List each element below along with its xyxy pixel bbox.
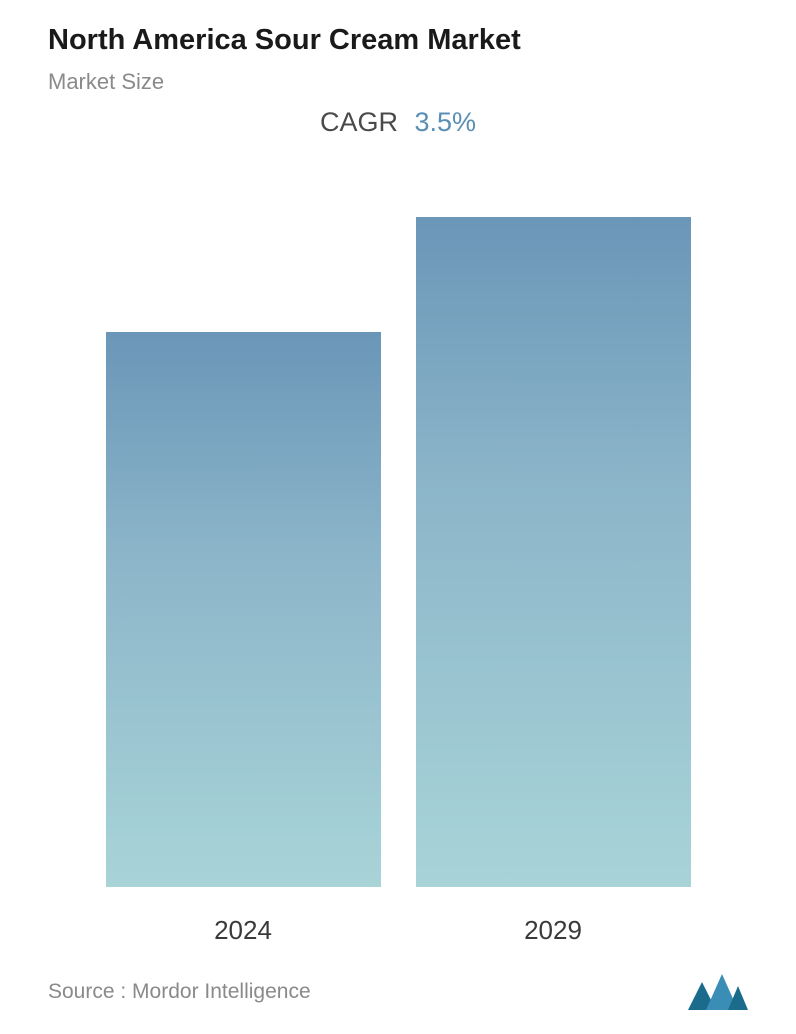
bar-0 [106, 332, 381, 887]
year-label-0: 2024 [214, 915, 272, 946]
cagr-label: CAGR [320, 107, 398, 137]
footer: Source : Mordor Intelligence [48, 966, 748, 1010]
bar-group-1: 2029 [416, 217, 691, 946]
cagr-row: CAGR 3.5% [48, 107, 748, 138]
bar-1 [416, 217, 691, 887]
chart-title: North America Sour Cream Market [48, 24, 748, 57]
source-text: Source : Mordor Intelligence [48, 980, 311, 1004]
chart-subtitle: Market Size [48, 69, 748, 95]
year-label-1: 2029 [524, 915, 582, 946]
brand-logo [688, 974, 748, 1010]
cagr-value: 3.5% [414, 107, 476, 137]
bar-group-0: 2024 [106, 332, 381, 946]
mordor-logo-icon [688, 974, 748, 1010]
chart-container: North America Sour Cream Market Market S… [0, 0, 796, 1034]
bars-area: 2024 2029 [48, 178, 748, 946]
